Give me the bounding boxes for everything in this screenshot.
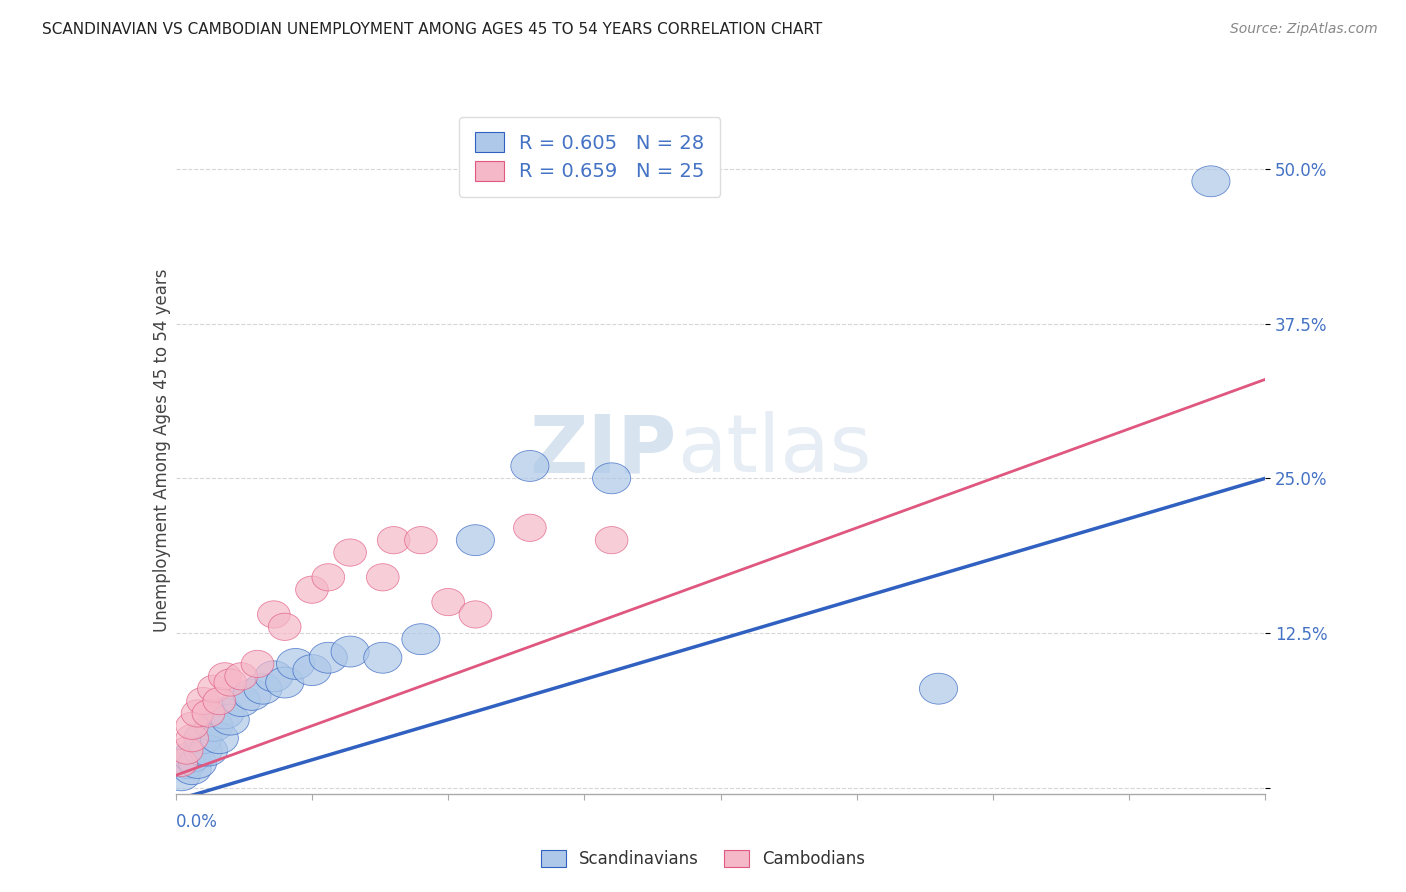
Ellipse shape [190, 735, 228, 766]
Ellipse shape [179, 747, 217, 779]
Ellipse shape [364, 642, 402, 673]
Ellipse shape [162, 760, 200, 791]
Ellipse shape [197, 675, 231, 702]
Ellipse shape [176, 712, 208, 739]
Ellipse shape [173, 741, 211, 772]
Ellipse shape [333, 539, 367, 566]
Ellipse shape [920, 673, 957, 704]
Text: 0.0%: 0.0% [176, 814, 218, 831]
Ellipse shape [292, 655, 330, 686]
Ellipse shape [195, 710, 233, 741]
Ellipse shape [458, 601, 492, 628]
Ellipse shape [225, 663, 257, 690]
Ellipse shape [170, 737, 202, 764]
Ellipse shape [202, 688, 236, 714]
Ellipse shape [295, 576, 329, 603]
Ellipse shape [457, 524, 495, 556]
Text: ZIP: ZIP [530, 411, 678, 490]
Ellipse shape [257, 601, 290, 628]
Ellipse shape [513, 514, 546, 541]
Ellipse shape [193, 700, 225, 727]
Ellipse shape [266, 667, 304, 698]
Ellipse shape [510, 450, 548, 482]
Ellipse shape [184, 723, 222, 754]
Ellipse shape [200, 723, 239, 754]
Ellipse shape [222, 686, 260, 716]
Ellipse shape [330, 636, 370, 667]
Ellipse shape [592, 463, 631, 494]
Ellipse shape [208, 663, 242, 690]
Ellipse shape [277, 648, 315, 680]
Ellipse shape [214, 669, 246, 696]
Ellipse shape [243, 673, 283, 704]
Y-axis label: Unemployment Among Ages 45 to 54 years: Unemployment Among Ages 45 to 54 years [153, 268, 172, 632]
Ellipse shape [432, 589, 464, 615]
Ellipse shape [269, 613, 301, 640]
Ellipse shape [595, 526, 628, 554]
Legend: R = 0.605   N = 28, R = 0.659   N = 25: R = 0.605 N = 28, R = 0.659 N = 25 [460, 117, 720, 197]
Text: SCANDINAVIAN VS CAMBODIAN UNEMPLOYMENT AMONG AGES 45 TO 54 YEARS CORRELATION CHA: SCANDINAVIAN VS CAMBODIAN UNEMPLOYMENT A… [42, 22, 823, 37]
Ellipse shape [309, 642, 347, 673]
Ellipse shape [173, 754, 211, 785]
Ellipse shape [233, 680, 271, 710]
Ellipse shape [377, 526, 411, 554]
Ellipse shape [312, 564, 344, 591]
Ellipse shape [254, 661, 292, 692]
Ellipse shape [184, 735, 222, 766]
Ellipse shape [405, 526, 437, 554]
Ellipse shape [1192, 166, 1230, 197]
Text: atlas: atlas [678, 411, 872, 490]
Legend: Scandinavians, Cambodians: Scandinavians, Cambodians [534, 843, 872, 875]
Ellipse shape [242, 650, 274, 678]
Ellipse shape [402, 624, 440, 655]
Ellipse shape [205, 698, 243, 729]
Ellipse shape [176, 724, 208, 752]
Ellipse shape [165, 749, 197, 777]
Ellipse shape [167, 747, 205, 779]
Ellipse shape [181, 700, 214, 727]
Ellipse shape [187, 688, 219, 714]
Text: Source: ZipAtlas.com: Source: ZipAtlas.com [1230, 22, 1378, 37]
Ellipse shape [367, 564, 399, 591]
Ellipse shape [211, 704, 249, 735]
